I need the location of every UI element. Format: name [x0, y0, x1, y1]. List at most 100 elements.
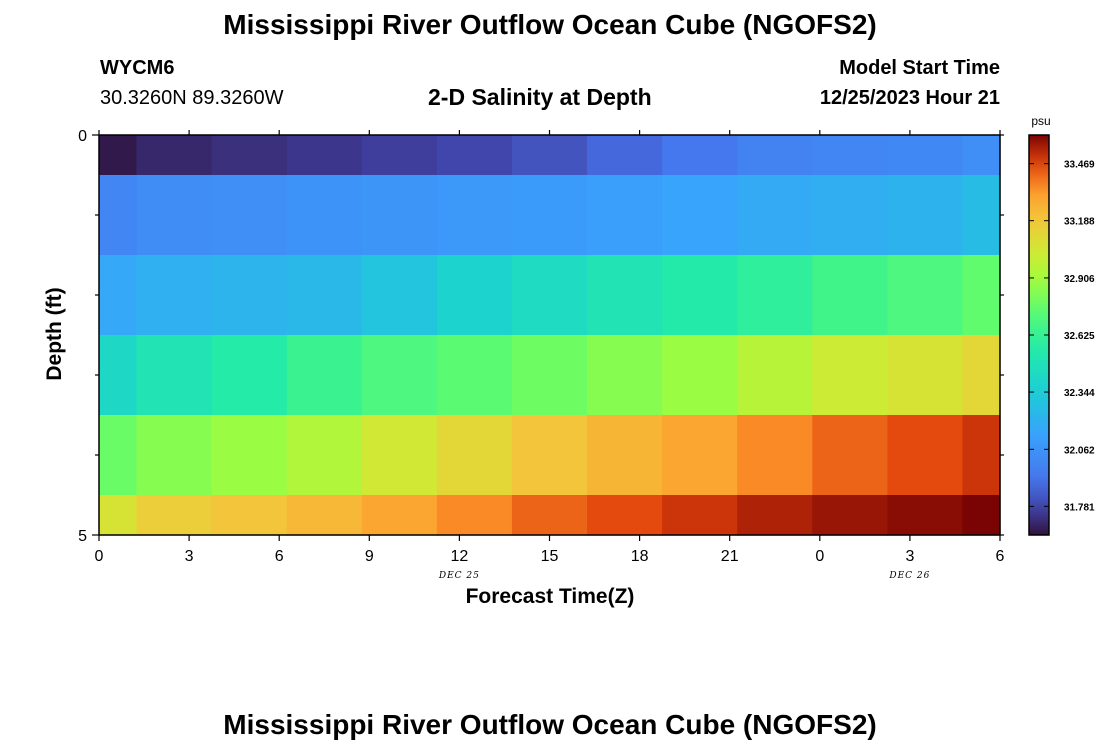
heatmap-cell: [887, 495, 964, 536]
heatmap-cell: [662, 415, 738, 496]
heatmap-cell: [812, 255, 888, 336]
date-label: DEC 25: [438, 571, 480, 581]
heatmap-cell: [737, 135, 813, 176]
heatmap-cell: [812, 495, 888, 536]
heatmap-cell: [136, 415, 213, 496]
heatmap-cell: [436, 415, 513, 496]
heatmap-cell: [662, 495, 738, 536]
station-id: WYCM6: [100, 57, 175, 79]
heatmap-cell: [587, 255, 663, 336]
heatmap-cell: [887, 415, 964, 496]
heatmap-cell: [887, 335, 964, 416]
footer-title: Mississippi River Outflow Ocean Cube (NG…: [223, 709, 877, 740]
heatmap-cell: [962, 135, 1001, 176]
chart-title: Mississippi River Outflow Ocean Cube (NG…: [223, 9, 877, 40]
x-tick-label: 6: [275, 548, 284, 565]
heatmap-cell: [211, 135, 288, 176]
heatmap-cell: [587, 495, 663, 536]
heatmap-cell: [211, 255, 288, 336]
heatmap-cell: [136, 255, 213, 336]
heatmap-cell: [436, 255, 513, 336]
heatmap-cell: [136, 335, 213, 416]
colorbar-tick-label: 32.344: [1064, 388, 1095, 399]
heatmap-cell: [286, 495, 363, 536]
heatmap-cell: [436, 495, 513, 536]
heatmap-cell: [211, 415, 288, 496]
heatmap-cell: [511, 415, 588, 496]
heatmap-cell: [99, 335, 138, 416]
x-tick-label: 21: [721, 548, 739, 565]
x-tick-label: 3: [185, 548, 194, 565]
heatmap-cell: [286, 415, 363, 496]
heatmap-cell: [136, 175, 213, 256]
heatmap-cell: [887, 135, 964, 176]
heatmap-cell: [962, 175, 1001, 256]
heatmap-cell: [962, 255, 1001, 336]
chart-subtitle: 2-D Salinity at Depth: [428, 84, 652, 110]
date-label: DEC 26: [888, 571, 930, 581]
heatmap-cell: [587, 415, 663, 496]
heatmap-cell: [286, 255, 363, 336]
heatmap-cell: [887, 175, 964, 256]
heatmap-cell: [511, 335, 588, 416]
heatmap-cell: [361, 335, 438, 416]
heatmap-cell: [511, 175, 588, 256]
heatmap-cell: [887, 255, 964, 336]
colorbar-tick-label: 32.062: [1064, 445, 1095, 456]
heatmap-cell: [587, 135, 663, 176]
heatmap-cell: [361, 175, 438, 256]
x-tick-label: 12: [451, 548, 469, 565]
heatmap-cell: [211, 495, 288, 536]
heatmap-cell: [511, 495, 588, 536]
heatmap-cell: [737, 335, 813, 416]
heatmap-cell: [662, 135, 738, 176]
x-tick-label: 0: [95, 548, 104, 565]
heatmap-cell: [812, 135, 888, 176]
heatmap-cell: [962, 415, 1001, 496]
heatmap-cell: [587, 335, 663, 416]
heatmap-cell: [737, 495, 813, 536]
model-start-label: Model Start Time: [839, 57, 1000, 79]
x-tick-label: 3: [905, 548, 914, 565]
heatmap-cell: [99, 255, 138, 336]
heatmap-cell: [286, 135, 363, 176]
heatmap-cell: [361, 135, 438, 176]
x-tick-label: 0: [815, 548, 824, 565]
heatmap-cell: [99, 175, 138, 256]
heatmap-cell: [511, 135, 588, 176]
heatmap-cell: [812, 175, 888, 256]
x-axis-label: Forecast Time(Z): [465, 585, 635, 608]
heatmap-cell: [286, 175, 363, 256]
heatmap-cell: [99, 415, 138, 496]
y-tick-label: 5: [78, 528, 87, 545]
heatmap-cell: [436, 135, 513, 176]
colorbar-tick-label: 33.188: [1064, 217, 1095, 228]
heatmap-cell: [662, 175, 738, 256]
colorbar-tick-label: 31.781: [1064, 502, 1095, 513]
colorbar-unit: psu: [1031, 114, 1050, 128]
x-tick-label: 18: [631, 548, 649, 565]
heatmap-cell: [99, 135, 138, 176]
heatmap-cell: [436, 335, 513, 416]
y-tick-label: 0: [78, 128, 87, 145]
station-location: 30.3260N 89.3260W: [100, 87, 284, 109]
heatmap-cell: [99, 495, 138, 536]
heatmap-cell: [662, 335, 738, 416]
heatmap-cell: [737, 415, 813, 496]
heatmap-cell: [962, 495, 1001, 536]
heatmap-cell: [587, 175, 663, 256]
heatmap-cell: [737, 175, 813, 256]
heatmap-cell: [436, 175, 513, 256]
heatmap-cell: [211, 335, 288, 416]
heatmap-cell: [662, 255, 738, 336]
heatmap-cell: [136, 135, 213, 176]
heatmap-cell: [812, 415, 888, 496]
heatmap-cell: [136, 495, 213, 536]
colorbar-tick-label: 33.469: [1064, 160, 1095, 171]
heatmap-cell: [361, 495, 438, 536]
heatmap-cell: [737, 255, 813, 336]
colorbar-tick-label: 32.625: [1064, 331, 1095, 342]
x-tick-label: 9: [365, 548, 374, 565]
heatmap-cell: [361, 255, 438, 336]
